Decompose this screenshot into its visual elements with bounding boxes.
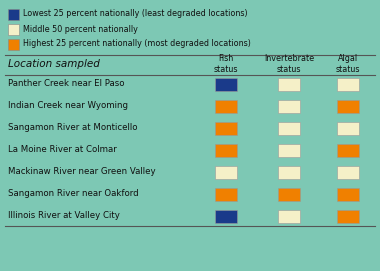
Bar — [8, 24, 19, 34]
Text: Location sampled: Location sampled — [8, 59, 100, 69]
Text: Invertebrate
status: Invertebrate status — [264, 54, 314, 74]
Bar — [337, 188, 359, 201]
Text: Highest 25 percent nationally (most degraded locations): Highest 25 percent nationally (most degr… — [23, 40, 251, 49]
Bar — [337, 99, 359, 112]
Text: Panther Creek near El Paso: Panther Creek near El Paso — [8, 79, 125, 89]
Text: Indian Creek near Wyoming: Indian Creek near Wyoming — [8, 102, 128, 111]
Bar — [278, 166, 300, 179]
Bar — [278, 188, 300, 201]
Bar — [8, 38, 19, 50]
Bar — [337, 166, 359, 179]
Text: Illinois River at Valley City: Illinois River at Valley City — [8, 211, 120, 221]
Bar — [337, 144, 359, 156]
Bar — [215, 99, 237, 112]
Bar — [215, 144, 237, 156]
Bar — [278, 144, 300, 156]
Bar — [8, 8, 19, 20]
Bar — [278, 99, 300, 112]
Bar — [278, 209, 300, 222]
Text: Algal
status: Algal status — [336, 54, 360, 74]
Text: Lowest 25 percent nationally (least degraded locations): Lowest 25 percent nationally (least degr… — [23, 9, 248, 18]
Bar — [278, 78, 300, 91]
Text: Sangamon River at Monticello: Sangamon River at Monticello — [8, 124, 138, 133]
Text: Sangamon River near Oakford: Sangamon River near Oakford — [8, 189, 139, 198]
Bar — [215, 166, 237, 179]
Bar — [278, 121, 300, 134]
Bar — [337, 78, 359, 91]
Text: Mackinaw River near Green Valley: Mackinaw River near Green Valley — [8, 167, 156, 176]
Bar — [215, 188, 237, 201]
Bar — [215, 121, 237, 134]
Bar — [215, 209, 237, 222]
Text: Middle 50 percent nationally: Middle 50 percent nationally — [23, 24, 138, 34]
Text: La Moine River at Colmar: La Moine River at Colmar — [8, 146, 117, 154]
Bar — [337, 209, 359, 222]
Text: Fish
status: Fish status — [214, 54, 238, 74]
Bar — [215, 78, 237, 91]
Bar — [337, 121, 359, 134]
